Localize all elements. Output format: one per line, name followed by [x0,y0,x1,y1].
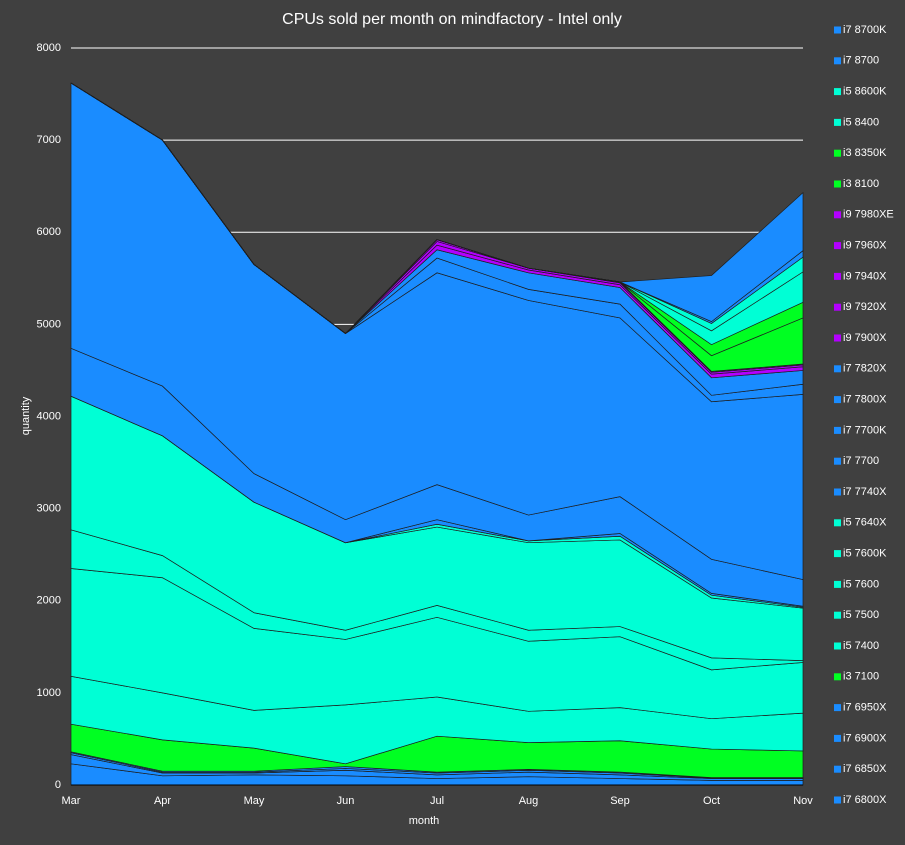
x-tick-label: May [244,795,265,807]
y-tick-label: 5000 [37,318,61,330]
legend-label: i7 7700K [843,424,887,436]
y-tick-label: 1000 [37,687,61,699]
legend-label: i3 8100 [843,178,879,190]
x-tick-label: Jul [430,795,444,807]
legend-label: i7 8700 [843,55,879,67]
legend-swatch [834,673,841,681]
legend-label: i5 7600K [843,548,887,560]
legend-swatch [834,642,841,650]
legend-label: i9 7920X [843,301,887,313]
legend-swatch [834,303,841,311]
legend-swatch [834,180,841,188]
legend-label: i5 7640X [843,517,887,529]
legend-swatch [834,118,841,126]
chart-title: CPUs sold per month on mindfactory - Int… [282,11,622,28]
legend-label: i7 8700K [843,24,887,36]
y-axis-label: quantity [20,396,32,435]
legend-swatch [834,488,841,496]
x-tick-label: Oct [703,795,720,807]
legend-swatch [834,611,841,619]
y-tick-label: 6000 [37,226,61,238]
area [70,82,804,335]
y-tick-label: 2000 [37,595,61,607]
legend-swatch [834,149,841,157]
x-tick-label: Sep [610,795,630,807]
y-tick-label: 3000 [37,503,61,515]
x-tick-label: Apr [154,795,171,807]
legend-label: i5 8600K [843,86,887,98]
y-tick-label: 4000 [37,410,61,422]
legend-label: i9 7900X [843,332,887,344]
legend-swatch [834,796,841,804]
legend-label: i5 7400 [843,640,879,652]
legend-label: i7 7700 [843,455,879,467]
legend-swatch [834,57,841,65]
legend-label: i7 6950X [843,702,887,714]
legend-label: i7 6850X [843,763,887,775]
legend-swatch [834,396,841,404]
legend-label: i7 6900X [843,732,887,744]
legend-swatch [834,426,841,434]
legend-label: i3 7100 [843,671,879,683]
legend-swatch [834,334,841,342]
legend-label: i7 7820X [843,363,887,375]
x-tick-label: Jun [337,795,355,807]
legend-label: i7 6800X [843,794,887,806]
x-tick-label: Mar [62,795,81,807]
legend-swatch [834,704,841,712]
y-tick-label: 8000 [37,42,61,54]
legend-swatch [834,211,841,219]
legend-label: i9 7940X [843,270,887,282]
legend-label: i5 8400 [843,116,879,128]
legend-swatch [834,365,841,373]
x-tick-label: Aug [519,795,539,807]
legend-label: i3 8350K [843,147,887,159]
legend-swatch [834,272,841,280]
x-tick-label: Nov [793,795,813,807]
legend-label: i5 7500 [843,609,879,621]
legend-label: i9 7960X [843,240,887,252]
legend-label: i9 7980XE [843,209,894,221]
legend-swatch [834,26,841,34]
legend-swatch [834,242,841,250]
x-axis-label: month [409,815,440,827]
legend-label: i7 7800X [843,394,887,406]
legend-swatch [834,765,841,773]
legend-label: i5 7600 [843,578,879,590]
legend-label: i7 7740X [843,486,887,498]
legend-swatch [834,550,841,558]
legend-swatch [834,734,841,742]
y-tick-label: 7000 [37,134,61,146]
legend-swatch [834,457,841,465]
y-tick-label: 0 [55,779,61,791]
legend-swatch [834,580,841,588]
legend-swatch [834,519,841,527]
legend-swatch [834,88,841,96]
